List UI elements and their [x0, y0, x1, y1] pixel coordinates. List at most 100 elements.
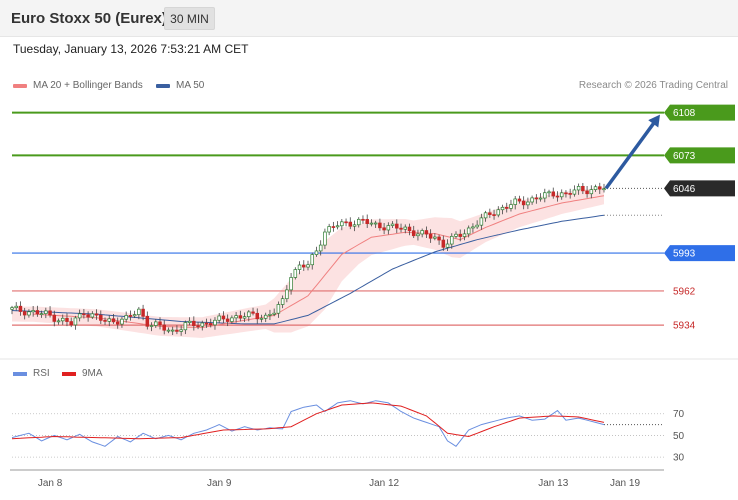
- candle-body: [538, 197, 543, 200]
- candle-body: [132, 314, 137, 317]
- candle-body: [395, 223, 399, 229]
- x-tick-label-jan-9: Jan 9: [207, 478, 232, 489]
- candle-body: [488, 212, 492, 215]
- rsi-tick-70: 70: [673, 409, 685, 420]
- level-tag-5993: [664, 245, 735, 262]
- x-tick-label-jan-12: Jan 12: [369, 478, 399, 489]
- candle-body: [137, 308, 141, 315]
- candle-body: [361, 218, 365, 221]
- legend-ma20: MA 20 + Bollinger Bands: [13, 80, 143, 91]
- candle-body: [247, 311, 251, 318]
- candle-body: [27, 311, 31, 316]
- candle-body: [280, 298, 285, 305]
- candle-body: [187, 320, 192, 323]
- candle-body: [530, 197, 534, 203]
- candle-body: [340, 221, 344, 227]
- candle-body: [69, 321, 73, 326]
- legend-9ma: 9MA: [62, 368, 103, 379]
- candle-body: [551, 191, 556, 197]
- candle-body: [302, 264, 306, 268]
- instrument-title: Euro Stoxx 50 (Eurex): [11, 10, 167, 27]
- candle-body: [149, 325, 154, 327]
- candle-body: [513, 198, 517, 205]
- candle-body: [602, 188, 606, 191]
- candle-body: [154, 321, 158, 326]
- candle-body: [204, 322, 209, 325]
- candle-body: [170, 329, 175, 332]
- candle-body: [521, 200, 526, 206]
- legend-rsi: RSI: [13, 368, 50, 379]
- chart-header: Euro Stoxx 50 (Eurex) 30 MIN: [0, 0, 738, 37]
- candle-body: [517, 198, 522, 202]
- candle-body: [568, 193, 572, 195]
- candle-body: [424, 230, 429, 235]
- candle-body: [598, 186, 602, 190]
- candle-body: [572, 189, 577, 195]
- candle-body: [225, 318, 230, 322]
- interval-button[interactable]: 30 MIN: [164, 7, 215, 30]
- candle-body: [411, 230, 416, 237]
- candle-body: [56, 320, 61, 323]
- candle-body: [90, 313, 95, 318]
- candle-body: [331, 226, 336, 228]
- candle-body: [318, 244, 323, 252]
- candle-body: [437, 236, 441, 241]
- candle-body: [445, 243, 450, 248]
- candle-body: [289, 277, 293, 291]
- candle-body: [22, 311, 27, 316]
- candle-body: [344, 221, 348, 224]
- candle-body: [94, 313, 99, 316]
- candle-body: [103, 320, 107, 322]
- copyright: Research © 2026 Trading Central: [578, 80, 728, 91]
- x-tick-label-jan-8: Jan 8: [38, 478, 63, 489]
- level-tag-6108: [664, 104, 735, 121]
- candle-body: [52, 314, 57, 322]
- candle-body: [238, 315, 243, 319]
- candle-body: [327, 226, 331, 233]
- candle-body: [255, 312, 260, 320]
- candle-body: [407, 226, 412, 232]
- legend-ma50: MA 50: [156, 80, 204, 91]
- candle-body: [462, 233, 467, 237]
- level-label-6073: 6073: [673, 151, 696, 162]
- candle-body: [585, 190, 589, 195]
- candle-body: [403, 226, 408, 230]
- candle-body: [251, 311, 255, 314]
- level-label-6108: 6108: [673, 108, 696, 119]
- candle-body: [272, 312, 276, 315]
- candle-body: [166, 329, 171, 332]
- timestamp: Tuesday, January 13, 2026 7:53:21 AM CET: [13, 42, 249, 56]
- candle-body: [128, 315, 133, 317]
- candle-body: [77, 313, 82, 319]
- ma50-line: [11, 214, 605, 325]
- candle-body: [534, 197, 539, 200]
- candle-body: [107, 318, 112, 322]
- candle-body: [60, 317, 65, 322]
- candle-body: [44, 310, 48, 314]
- candle-body: [581, 186, 585, 192]
- candle-body: [31, 310, 35, 313]
- candle-body: [500, 206, 505, 211]
- rsi-swatch: [13, 371, 27, 376]
- candle-body: [471, 226, 475, 229]
- candle-body: [10, 307, 14, 310]
- level-tag-6073: [664, 147, 735, 164]
- x-tick-label-jan-19: Jan 19: [610, 478, 640, 489]
- ma20-swatch: [13, 83, 27, 88]
- candle-body: [196, 325, 200, 328]
- candle-body: [141, 308, 145, 317]
- candle-body: [242, 316, 247, 319]
- candle-body: [466, 227, 471, 235]
- candle-body: [14, 305, 18, 309]
- candle-body: [509, 204, 513, 209]
- candle-body: [124, 315, 128, 320]
- candle-body: [179, 329, 183, 332]
- candle-body: [285, 289, 289, 300]
- candle-body: [593, 186, 598, 190]
- legend-ma50-label: MA 50: [176, 80, 205, 91]
- candle-body: [310, 254, 314, 266]
- candle-body: [356, 218, 361, 226]
- candle-body: [293, 269, 298, 278]
- candle-body: [576, 186, 581, 191]
